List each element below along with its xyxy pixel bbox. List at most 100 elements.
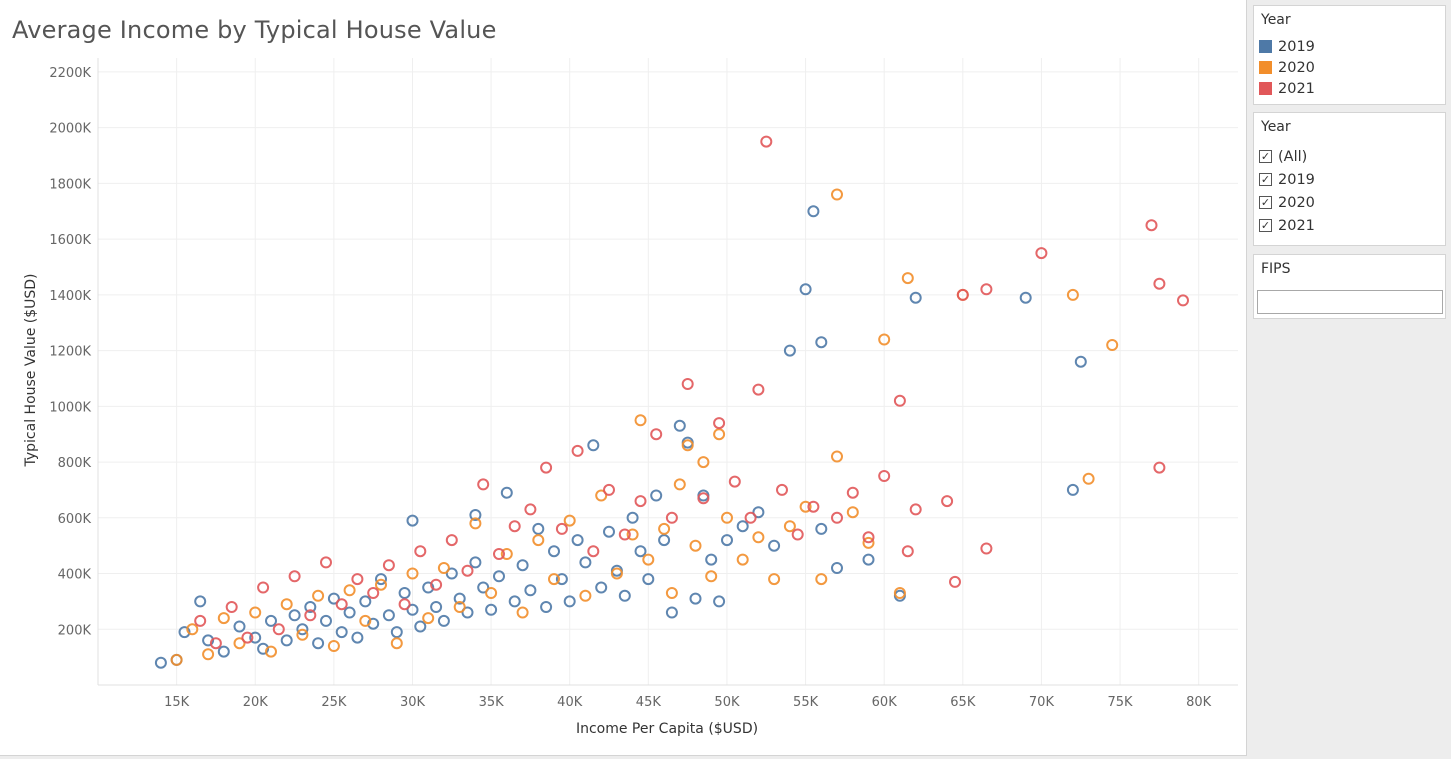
data-point[interactable]: [728, 475, 741, 488]
data-point[interactable]: [351, 631, 364, 644]
data-point[interactable]: [909, 291, 922, 304]
data-point[interactable]: [477, 581, 490, 594]
data-point[interactable]: [760, 135, 773, 148]
data-point[interactable]: [461, 606, 474, 619]
data-point[interactable]: [280, 598, 293, 611]
data-point[interactable]: [626, 528, 639, 541]
data-point[interactable]: [375, 573, 387, 586]
data-point[interactable]: [209, 637, 222, 650]
data-point[interactable]: [595, 581, 608, 594]
data-point[interactable]: [815, 573, 828, 586]
data-point[interactable]: [351, 573, 364, 586]
data-point[interactable]: [862, 553, 875, 566]
data-point[interactable]: [422, 581, 435, 594]
data-point[interactable]: [367, 587, 380, 599]
data-point[interactable]: [422, 612, 435, 625]
data-point[interactable]: [752, 506, 765, 519]
data-point[interactable]: [563, 514, 576, 527]
data-point[interactable]: [878, 470, 891, 482]
data-point[interactable]: [642, 553, 655, 566]
data-point[interactable]: [618, 589, 631, 602]
data-point[interactable]: [831, 511, 843, 524]
data-point[interactable]: [414, 620, 427, 633]
data-point[interactable]: [799, 500, 812, 513]
data-point[interactable]: [571, 534, 584, 547]
data-point[interactable]: [304, 601, 317, 613]
data-point[interactable]: [1066, 288, 1079, 301]
data-point[interactable]: [312, 637, 325, 650]
data-point[interactable]: [862, 536, 875, 549]
data-point[interactable]: [469, 517, 482, 530]
data-point[interactable]: [634, 414, 647, 427]
data-point[interactable]: [901, 272, 914, 285]
data-point[interactable]: [650, 428, 663, 441]
data-point[interactable]: [508, 595, 521, 608]
data-point[interactable]: [713, 428, 726, 441]
data-point[interactable]: [390, 626, 403, 639]
filter-option-2019[interactable]: ✓ 2019: [1254, 168, 1445, 191]
data-point[interactable]: [335, 598, 348, 611]
data-point[interactable]: [689, 539, 702, 552]
data-point[interactable]: [445, 567, 458, 580]
data-point[interactable]: [571, 444, 584, 457]
data-point[interactable]: [500, 548, 513, 560]
data-point[interactable]: [681, 439, 694, 452]
data-point[interactable]: [178, 626, 191, 639]
data-point[interactable]: [665, 587, 678, 599]
data-point[interactable]: [783, 520, 796, 533]
data-point[interactable]: [524, 584, 537, 597]
data-point[interactable]: [579, 556, 592, 569]
data-point[interactable]: [705, 570, 718, 583]
data-point[interactable]: [516, 559, 529, 572]
data-point[interactable]: [249, 606, 262, 619]
checkbox-icon[interactable]: ✓: [1259, 150, 1272, 163]
data-point[interactable]: [437, 614, 450, 627]
data-point[interactable]: [1074, 355, 1087, 368]
data-point[interactable]: [225, 601, 238, 613]
data-point[interactable]: [320, 556, 332, 569]
data-point[interactable]: [202, 648, 215, 661]
data-point[interactable]: [980, 542, 993, 555]
data-point[interactable]: [398, 598, 411, 611]
data-point[interactable]: [555, 522, 568, 535]
data-point[interactable]: [359, 595, 372, 608]
data-point[interactable]: [461, 564, 474, 577]
data-point[interactable]: [846, 506, 859, 519]
data-point[interactable]: [359, 614, 372, 627]
checkbox-icon[interactable]: ✓: [1259, 196, 1272, 209]
data-point[interactable]: [1177, 294, 1189, 307]
data-point[interactable]: [587, 545, 600, 558]
data-point[interactable]: [689, 592, 702, 605]
data-point[interactable]: [304, 609, 317, 622]
data-point[interactable]: [500, 486, 513, 499]
data-point[interactable]: [430, 578, 443, 591]
data-point[interactable]: [296, 623, 309, 636]
data-point[interactable]: [485, 587, 498, 599]
data-point[interactable]: [603, 483, 615, 496]
data-point[interactable]: [194, 595, 207, 608]
data-point[interactable]: [626, 511, 639, 524]
data-point[interactable]: [595, 489, 608, 502]
legend-item-2019[interactable]: 2019: [1254, 36, 1445, 57]
data-point[interactable]: [815, 522, 828, 535]
data-point[interactable]: [893, 394, 906, 407]
data-point[interactable]: [532, 534, 545, 547]
data-point[interactable]: [217, 645, 230, 658]
data-point[interactable]: [563, 595, 576, 608]
data-point[interactable]: [249, 631, 262, 644]
data-point[interactable]: [846, 486, 859, 499]
data-point[interactable]: [414, 545, 427, 558]
data-point[interactable]: [736, 553, 749, 566]
data-point[interactable]: [697, 492, 710, 505]
data-point[interactable]: [233, 637, 246, 650]
data-point[interactable]: [516, 606, 529, 619]
data-point[interactable]: [949, 575, 961, 588]
data-point[interactable]: [406, 514, 419, 527]
data-point[interactable]: [540, 601, 553, 613]
fips-input[interactable]: [1257, 290, 1443, 314]
data-point[interactable]: [603, 525, 615, 538]
data-point[interactable]: [752, 531, 765, 544]
data-point[interactable]: [343, 606, 356, 619]
data-point[interactable]: [768, 573, 781, 586]
data-point[interactable]: [807, 205, 820, 218]
